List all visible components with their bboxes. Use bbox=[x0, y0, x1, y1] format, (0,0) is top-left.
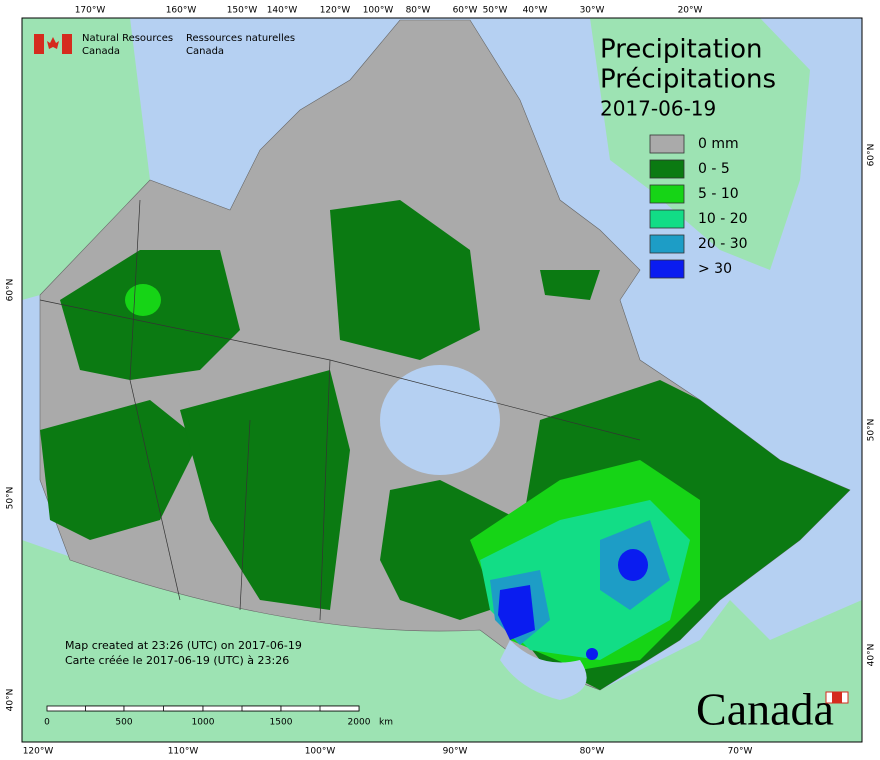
wordmark-flag bbox=[832, 692, 842, 703]
title-en: Precipitation bbox=[600, 35, 763, 65]
flag-bar bbox=[34, 34, 44, 54]
graticule-label: 80°W bbox=[580, 747, 605, 757]
title-date: 2017-06-19 bbox=[600, 97, 716, 121]
graticule-label: 40°W bbox=[523, 6, 548, 16]
graticule-label: 20°W bbox=[678, 6, 703, 16]
note: Carte créée le 2017-06-19 (UTC) à 23:26 bbox=[65, 654, 289, 667]
legend-swatch bbox=[649, 134, 685, 154]
graticule-label: 120°W bbox=[23, 747, 54, 757]
alaska bbox=[22, 18, 150, 300]
scale-label: 500 bbox=[115, 718, 132, 728]
graticule-label: 60°N bbox=[867, 144, 877, 167]
precipitation-patches bbox=[40, 200, 850, 690]
boundary bbox=[239, 419, 251, 611]
graticule-label: 150°W bbox=[227, 6, 258, 16]
precip-patch bbox=[540, 270, 600, 300]
graticule-label: 30°W bbox=[580, 6, 605, 16]
graticule-label: 140°W bbox=[267, 6, 298, 16]
graticule-label: 110°W bbox=[168, 747, 199, 757]
legend-swatch bbox=[649, 259, 685, 279]
graticule-label: 160°W bbox=[166, 6, 197, 16]
graticule-label: 170°W bbox=[75, 6, 106, 16]
precip-patch bbox=[60, 250, 240, 380]
graticule-label: 100°W bbox=[305, 747, 336, 757]
graticule-label: 40°N bbox=[6, 689, 16, 712]
graticule-label: 50°N bbox=[6, 487, 16, 510]
great-lakes bbox=[500, 640, 587, 700]
scale-segment bbox=[85, 705, 125, 712]
map-area bbox=[22, 18, 862, 742]
precip-patch bbox=[618, 549, 648, 581]
legend-label: > 30 bbox=[698, 261, 732, 277]
legend-label: 20 - 30 bbox=[698, 236, 748, 252]
graticule-label: 60°W bbox=[453, 6, 478, 16]
hudson-bay bbox=[380, 365, 500, 475]
legend-label: 5 - 10 bbox=[698, 186, 739, 202]
legend-label: 0 mm bbox=[698, 136, 739, 152]
precip-patch bbox=[330, 200, 480, 360]
note: Map created at 23:26 (UTC) on 2017-06-19 bbox=[65, 639, 302, 652]
scale-unit: km bbox=[379, 718, 393, 728]
scale-label: 2000 bbox=[348, 718, 371, 728]
agency-en: Canada bbox=[82, 46, 120, 57]
graticule-label: 100°W bbox=[363, 6, 394, 16]
precip-patch bbox=[586, 648, 598, 660]
legend-swatch bbox=[649, 159, 685, 179]
precip-patch bbox=[498, 585, 535, 640]
graticule-label: 50°N bbox=[867, 419, 877, 442]
scale-label: 0 bbox=[44, 718, 50, 728]
flag-bar bbox=[62, 34, 72, 54]
graticule-label: 50°W bbox=[483, 6, 508, 16]
legend-swatch bbox=[649, 209, 685, 229]
graticule-label: 70°W bbox=[728, 747, 753, 757]
graticule-label: 80°W bbox=[406, 6, 431, 16]
legend-swatch bbox=[649, 184, 685, 204]
scale-segment bbox=[163, 705, 204, 712]
title-fr: Précipitations bbox=[600, 65, 776, 95]
precip-patch bbox=[40, 400, 200, 540]
united-states bbox=[22, 540, 862, 742]
graticule-label: 40°N bbox=[867, 644, 877, 667]
scale-segment bbox=[241, 705, 282, 712]
boundary bbox=[319, 359, 331, 621]
wordmark: Canada bbox=[696, 684, 834, 735]
boundary bbox=[129, 199, 181, 601]
graticule-label: 120°W bbox=[320, 6, 351, 16]
greenland bbox=[590, 18, 810, 270]
legend-label: 0 - 5 bbox=[698, 161, 730, 177]
scale-label: 1000 bbox=[192, 718, 215, 728]
precip-patch bbox=[125, 284, 161, 316]
scale-label: 1500 bbox=[270, 718, 293, 728]
legend-label: 10 - 20 bbox=[698, 211, 748, 227]
map-frame bbox=[21, 17, 863, 743]
agency-en: Natural Resources bbox=[82, 33, 173, 44]
graticule-label: 90°W bbox=[443, 747, 468, 757]
graticule-label: 60°N bbox=[6, 279, 16, 302]
scale-segment bbox=[319, 705, 360, 712]
precip-patch bbox=[180, 370, 350, 610]
legend-swatch bbox=[649, 234, 685, 254]
boundaries bbox=[39, 199, 641, 621]
agency-fr: Ressources naturelles bbox=[186, 33, 295, 44]
flag-leaf bbox=[47, 37, 59, 49]
agency-fr: Canada bbox=[186, 46, 224, 57]
